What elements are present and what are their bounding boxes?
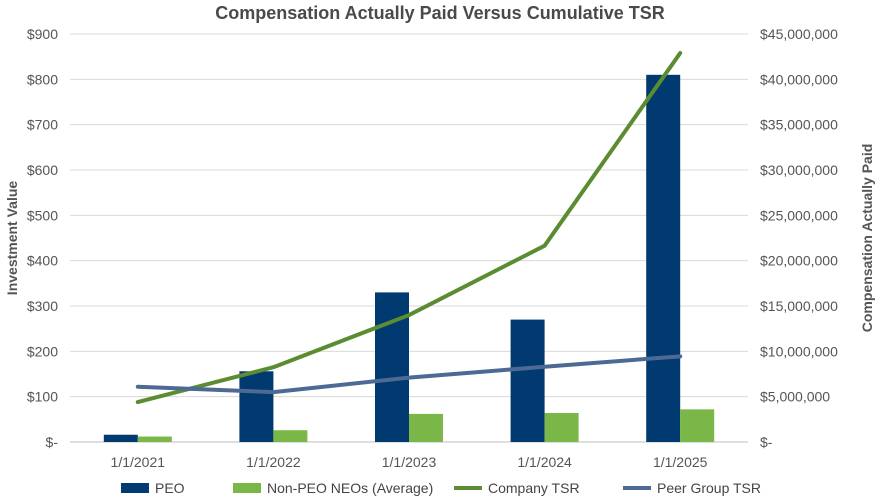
legend-swatch	[233, 483, 261, 493]
bar-peo	[646, 74, 681, 443]
legend-label: Peer Group TSR	[657, 480, 761, 496]
bars	[103, 74, 715, 443]
y-axis-right-title: Compensation Actually Paid	[859, 144, 875, 333]
y-right-tick-label: $35,000,000	[760, 117, 838, 133]
y-left-tick-label: $400	[27, 253, 58, 269]
y-left-tick-label: $300	[27, 298, 58, 314]
line-company-tsr	[135, 51, 683, 405]
y-left-tick-label: $700	[27, 117, 58, 133]
x-tick-label: 1/1/2022	[246, 454, 301, 470]
y-left-tick-label: $-	[46, 434, 59, 450]
gridlines	[70, 33, 748, 443]
bar-peo	[510, 319, 545, 442]
line-peer-group-tsr	[135, 354, 683, 395]
bar-non-peo-neos-average	[544, 412, 579, 442]
y-right-tick-label: $10,000,000	[760, 343, 838, 359]
bar-non-peo-neos-average	[273, 430, 308, 442]
y-left-tick-label: $900	[27, 26, 58, 42]
legend: PEO Non-PEO NEOs (Average) Company TSR Peer…	[121, 480, 761, 496]
x-tick-label: 1/1/2024	[517, 454, 572, 470]
y-axis-left-title: Investment Value	[4, 181, 20, 296]
y-right-tick-label: $45,000,000	[760, 26, 838, 42]
bar-non-peo-neos-average	[409, 413, 443, 442]
y-right-tick-label: $25,000,000	[760, 207, 838, 223]
bar-peo	[375, 292, 409, 442]
right-axis-ticks: $- $5,000,000 $10,000,000 $15,000,000 $20,00…	[760, 26, 838, 450]
bar-non-peo-neos-average	[680, 409, 715, 442]
x-tick-label: 1/1/2025	[653, 454, 708, 470]
chart-title: Compensation Actually Paid Versus Cumula…	[215, 3, 664, 23]
x-tick-label: 1/1/2021	[111, 454, 166, 470]
y-right-tick-label: $15,000,000	[760, 298, 838, 314]
y-left-tick-label: $200	[27, 343, 58, 359]
lines	[135, 51, 683, 405]
legend-swatch	[121, 483, 149, 493]
y-left-tick-label: $800	[27, 71, 58, 87]
y-right-tick-label: $30,000,000	[760, 162, 838, 178]
y-right-tick-label: $40,000,000	[760, 71, 838, 87]
x-tick-label: 1/1/2023	[382, 454, 437, 470]
legend-label: Company TSR	[488, 480, 580, 496]
bar-non-peo-neos-average	[137, 436, 172, 442]
y-left-tick-label: $500	[27, 207, 58, 223]
bar-peo	[103, 434, 138, 442]
y-right-tick-label: $-	[760, 434, 773, 450]
left-axis-ticks: $- $100 $200 $300 $400 $500 $600 $700 $800 $900	[27, 26, 58, 450]
bar-peo	[239, 371, 274, 442]
y-right-tick-label: $20,000,000	[760, 253, 838, 269]
x-axis-ticks: 1/1/2021 1/1/2022 1/1/2023 1/1/2024 1/1/2025	[111, 454, 708, 470]
legend-label: PEO	[155, 480, 185, 496]
y-left-tick-label: $100	[27, 389, 58, 405]
y-left-tick-label: $600	[27, 162, 58, 178]
y-right-tick-label: $5,000,000	[760, 389, 830, 405]
legend-label: Non-PEO NEOs (Average)	[267, 480, 433, 496]
